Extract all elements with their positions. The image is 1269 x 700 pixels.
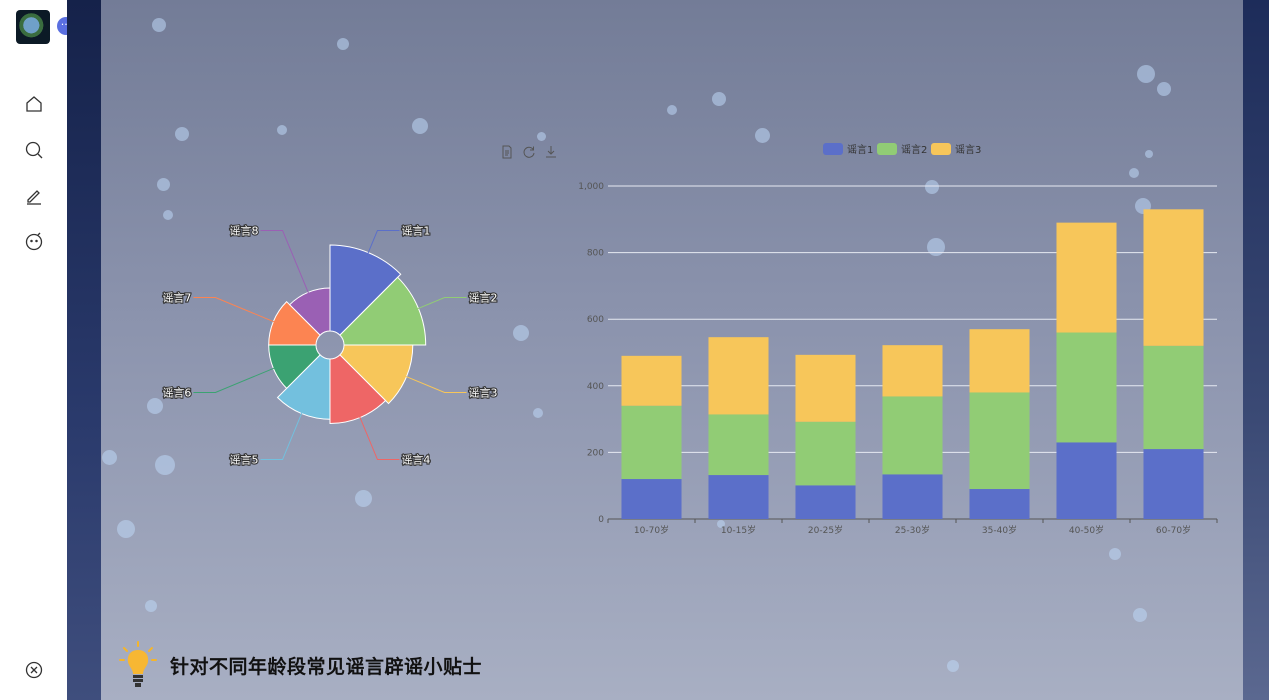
legend-label[interactable]: 谣言2 <box>901 143 927 156</box>
bubble <box>337 38 349 50</box>
pie-label-line <box>261 410 304 460</box>
bar-segment[interactable] <box>708 337 768 414</box>
close-circle-icon[interactable] <box>24 660 44 680</box>
bubble <box>102 450 117 465</box>
x-tick-label: 25-30岁 <box>895 524 930 536</box>
x-tick-label: 35-40岁 <box>982 524 1017 536</box>
pie-label: 谣言7 <box>162 292 191 305</box>
y-tick-label: 600 <box>587 315 604 325</box>
pie-label-line <box>261 230 310 296</box>
x-tick-label: 60-70岁 <box>1156 524 1191 536</box>
legend-label[interactable]: 谣言1 <box>847 143 873 156</box>
pie-label: 谣言6 <box>162 386 191 399</box>
bar-segment[interactable] <box>969 392 1029 489</box>
bubble <box>513 325 529 341</box>
bar-segment[interactable] <box>882 396 942 474</box>
bubble <box>157 178 170 191</box>
bar-segment[interactable] <box>795 485 855 519</box>
download-icon[interactable] <box>544 145 558 159</box>
bar-segment[interactable] <box>969 489 1029 519</box>
legend-swatch[interactable] <box>823 143 843 155</box>
restore-icon[interactable] <box>522 145 536 159</box>
bar-segment[interactable] <box>1143 449 1203 519</box>
bar-segment[interactable] <box>1056 442 1116 519</box>
y-tick-label: 0 <box>598 515 604 525</box>
bubble <box>355 490 372 507</box>
chart-legend: 谣言1 谣言2 谣言3 <box>823 143 981 156</box>
bar-segment[interactable] <box>1056 333 1116 443</box>
bar-segment[interactable] <box>1143 346 1203 449</box>
rumor-rose-chart: 谣言1 谣言2 谣言3 谣言4 谣言5 谣言6 谣言7 谣言8 <box>160 210 500 480</box>
y-tick-label: 200 <box>587 448 604 458</box>
bubble <box>1137 65 1155 83</box>
bubble <box>117 520 135 538</box>
edit-icon[interactable] <box>24 186 44 206</box>
pie-label-line <box>367 230 400 256</box>
chat-icon[interactable] <box>24 232 44 252</box>
legend-swatch[interactable] <box>877 143 897 155</box>
lightbulb-icon <box>118 640 158 690</box>
legend-swatch[interactable] <box>931 143 951 155</box>
pie-label-line <box>403 375 467 392</box>
bar-segment[interactable] <box>621 356 681 406</box>
home-icon[interactable] <box>24 94 44 114</box>
bar-segment[interactable] <box>1143 209 1203 346</box>
pie-label: 谣言5 <box>230 454 259 467</box>
bubble <box>537 132 546 141</box>
sidebar: ··· <box>0 0 67 700</box>
pie-label: 谣言4 <box>401 454 430 467</box>
bar-segment[interactable] <box>621 406 681 479</box>
bar-segment[interactable] <box>1056 223 1116 333</box>
bubble <box>1133 608 1147 622</box>
bar-segment[interactable] <box>969 329 1029 392</box>
bar-segment[interactable] <box>708 475 768 519</box>
bar-segment[interactable] <box>882 474 942 519</box>
bubble <box>145 600 157 612</box>
bubble <box>175 127 189 141</box>
tip-title: 针对不同年龄段常见谣言辟谣小贴士 <box>170 652 482 679</box>
pie-label-line <box>359 414 400 460</box>
avatar[interactable] <box>16 10 50 44</box>
x-tick-label: 20-25岁 <box>808 524 843 536</box>
bubble <box>1157 82 1171 96</box>
bubble <box>1109 548 1121 560</box>
y-tick-label: 400 <box>587 382 604 392</box>
chart-toolbox <box>500 145 558 159</box>
pie-label: 谣言3 <box>469 386 498 399</box>
pie-label: 谣言2 <box>469 292 498 305</box>
y-tick-label: 1,000 <box>578 182 604 192</box>
bubble <box>152 18 166 32</box>
pie-label: 谣言8 <box>230 224 259 237</box>
tip-banner: 针对不同年龄段常见谣言辟谣小贴士 <box>118 640 482 690</box>
pie-label-line <box>193 367 277 393</box>
legend-label[interactable]: 谣言3 <box>955 143 981 156</box>
pie-label-line <box>193 298 277 324</box>
stage-left-border <box>67 0 101 700</box>
bar-segment[interactable] <box>795 355 855 422</box>
x-tick-label: 10-70岁 <box>634 524 669 536</box>
bubble <box>667 105 677 115</box>
bar-segment[interactable] <box>882 345 942 396</box>
data-view-icon[interactable] <box>500 145 514 159</box>
y-tick-label: 800 <box>587 249 604 259</box>
bubble <box>533 408 543 418</box>
bubble <box>277 125 287 135</box>
stage-right-border <box>1243 0 1269 700</box>
age-stacked-bar-chart: 谣言1 谣言2 谣言3 0 200 400 600 800 1,000 10-70岁 10-15岁 2… <box>560 135 1240 545</box>
bar-segment[interactable] <box>621 479 681 519</box>
pie-label-line <box>415 298 467 310</box>
bubble <box>947 660 959 672</box>
search-icon[interactable] <box>24 140 44 160</box>
x-tick-label: 40-50岁 <box>1069 524 1104 536</box>
bubble <box>412 118 428 134</box>
bar-segment[interactable] <box>708 414 768 475</box>
pie-label: 谣言1 <box>401 224 430 237</box>
bar-segment[interactable] <box>795 422 855 486</box>
x-tick-label: 10-15岁 <box>721 524 756 536</box>
bubble <box>712 92 726 106</box>
